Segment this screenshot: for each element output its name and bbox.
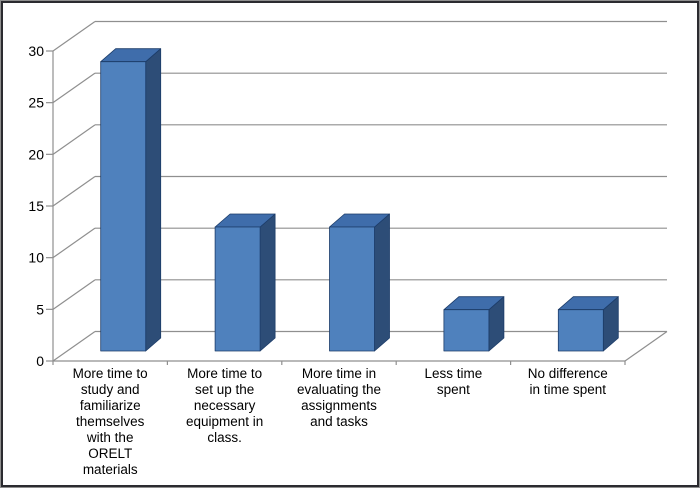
bar-front-face xyxy=(100,61,147,352)
category-label-line: More time in xyxy=(302,366,376,381)
bar-front-face xyxy=(557,309,604,352)
category-label-line: spent xyxy=(437,382,470,397)
category-label: More time in evaluating the assignments and… xyxy=(297,366,381,429)
category-label-line: No difference xyxy=(528,366,608,381)
category-label-line: necessary xyxy=(194,398,256,413)
y-axis-label: 5 xyxy=(36,301,44,317)
gridline-slant xyxy=(52,331,96,362)
bar-front-face xyxy=(214,226,261,352)
y-axis-label: 0 xyxy=(36,353,44,369)
category-label: More time to set up the necessary equipment… xyxy=(186,366,263,445)
category-label-line: familiarize xyxy=(80,398,141,413)
gridline-slant xyxy=(52,279,96,310)
category-label-line: themselves xyxy=(76,414,145,429)
category-label-line: More time to xyxy=(187,366,262,381)
gridline-slant xyxy=(52,176,96,207)
category-label-line: materials xyxy=(83,462,138,477)
category-label: Less time spent xyxy=(425,366,483,397)
category-label: More time to study and familiarize themselv… xyxy=(73,366,148,477)
y-axis-label: 20 xyxy=(28,146,44,162)
category-label-line: More time to xyxy=(73,366,148,381)
category-label-line: ORELT xyxy=(88,446,132,461)
category-label: No difference in time spent xyxy=(528,366,608,397)
bar-front-face xyxy=(329,226,375,352)
category-label-line: equipment in xyxy=(186,414,263,429)
floor-right-edge xyxy=(624,331,668,362)
category-label-line: set up the xyxy=(195,382,254,397)
category-label-line: with the xyxy=(86,430,134,445)
gridline-slant xyxy=(52,227,96,259)
category-label-line: and tasks xyxy=(310,414,368,429)
bar-side-face xyxy=(259,213,276,352)
gridline-slant xyxy=(52,21,96,52)
y-axis-label: 15 xyxy=(28,198,44,214)
category-label-line: Less time xyxy=(425,366,483,381)
category-label-line: in time spent xyxy=(530,382,607,397)
gridline-slant xyxy=(52,72,96,104)
category-label-line: assignments xyxy=(301,398,377,413)
bar-front-face xyxy=(443,309,490,352)
bar-side-face xyxy=(145,48,162,352)
bar-side-face xyxy=(374,213,390,352)
category-label-line: evaluating the xyxy=(297,382,381,397)
gridline-slant xyxy=(52,124,96,155)
y-axis-label: 30 xyxy=(28,43,44,59)
category-label-line: study and xyxy=(81,382,140,397)
y-axis-label: 25 xyxy=(28,95,44,111)
y-axis-label: 10 xyxy=(28,250,44,266)
category-label-line: class. xyxy=(207,430,242,445)
